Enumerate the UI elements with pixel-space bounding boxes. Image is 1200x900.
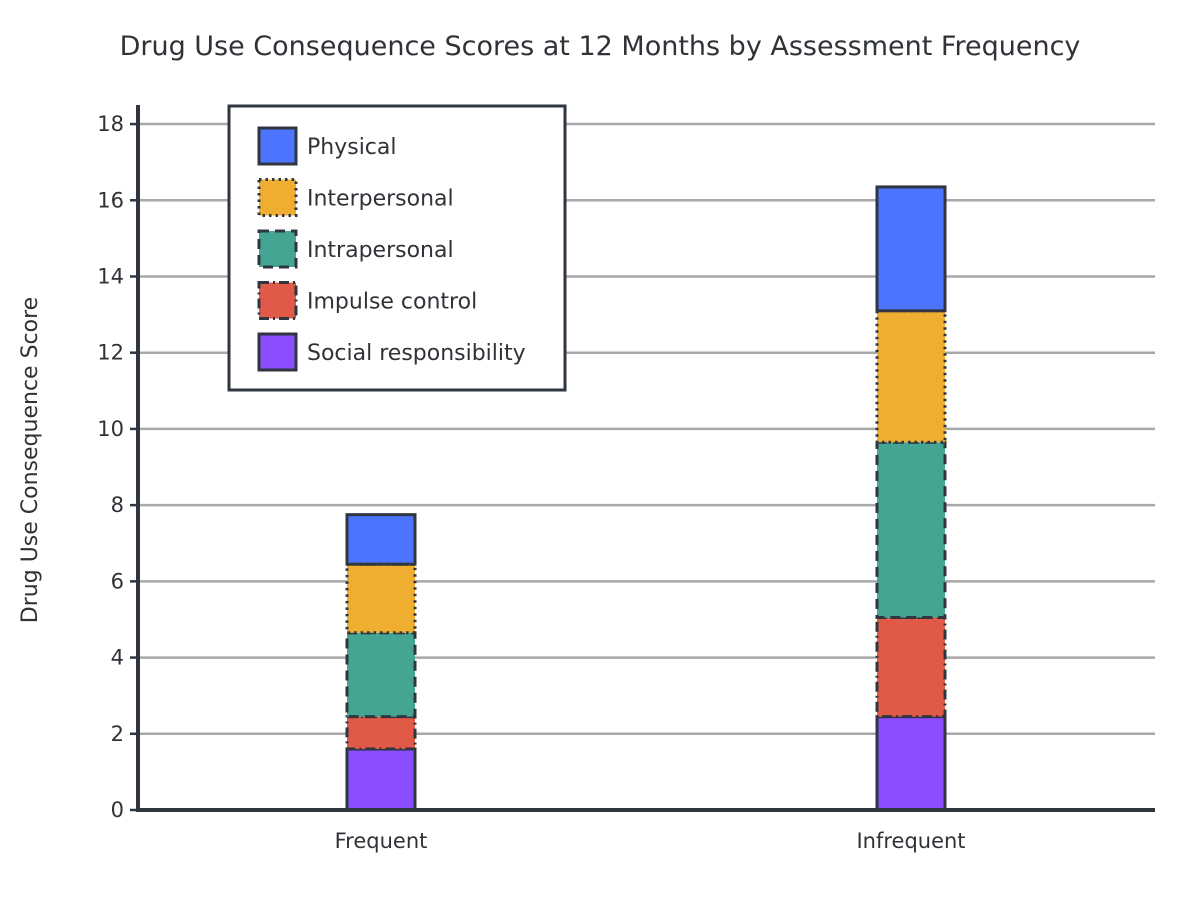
bar-segment (345, 747, 417, 812)
bar-segment (345, 715, 417, 751)
x-tick-labels: Frequent Infrequent (335, 829, 966, 853)
bar-segment (875, 309, 947, 444)
legend-swatch (257, 229, 298, 269)
y-tick-label: 16 (97, 188, 124, 212)
legend-label: Physical (307, 135, 397, 160)
y-tick-label: 10 (97, 417, 124, 441)
bar-segment (345, 562, 417, 635)
legend-swatch (257, 281, 298, 320)
legend: Physical Interpersonal Intrapersonal Impuls… (227, 104, 567, 392)
axes (136, 105, 1155, 812)
y-tick-label: 18 (97, 112, 124, 136)
y-tick-label: 2 (111, 722, 124, 746)
bar-segment (345, 631, 417, 719)
legend-label: Intrapersonal (307, 238, 454, 263)
x-tick-label: Frequent (335, 829, 428, 853)
chart-title: Drug Use Consequence Scores at 12 Months… (120, 31, 1081, 62)
legend-label: Social responsibility (307, 341, 526, 366)
legend-swatch (257, 126, 298, 166)
bar-segment (875, 440, 947, 620)
y-tick-label: 6 (111, 569, 124, 593)
y-tick-label: 8 (111, 493, 124, 517)
y-axis-label: Drug Use Consequence Score (18, 297, 43, 623)
bar-segment (875, 616, 947, 719)
bar-segment (345, 513, 417, 566)
y-tick-label: 12 (97, 341, 124, 365)
bar-segment (875, 715, 947, 812)
legend-label: Impulse control (307, 290, 477, 315)
legend-label: Interpersonal (307, 187, 454, 212)
y-tick-label: 14 (97, 264, 124, 288)
bars (345, 185, 947, 812)
bar-segment (875, 185, 947, 313)
y-tick-label: 4 (111, 646, 124, 670)
legend-swatch (257, 178, 298, 217)
y-tick-label: 0 (111, 798, 124, 822)
y-tick-labels: 0 2 4 6 8 10 12 14 16 18 (97, 112, 138, 822)
x-tick-label: Infrequent (856, 829, 965, 853)
legend-swatch (257, 332, 298, 372)
